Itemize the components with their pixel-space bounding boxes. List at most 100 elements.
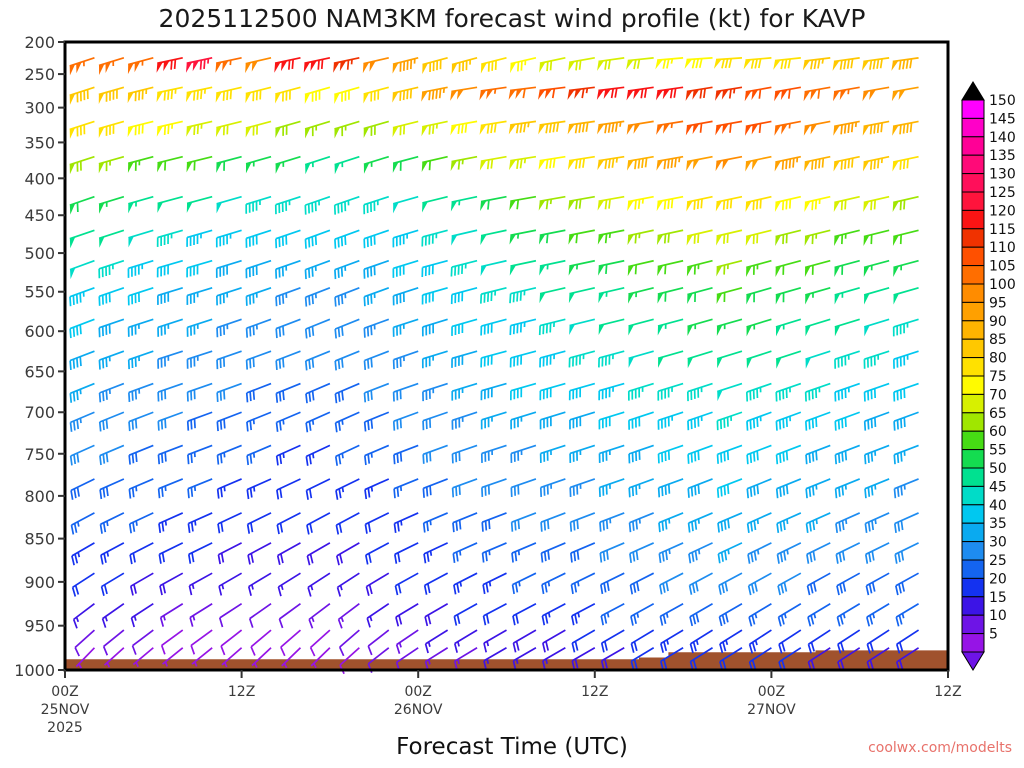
wind-barb bbox=[599, 512, 625, 532]
wind-barb bbox=[127, 350, 154, 370]
wind-barb bbox=[628, 318, 654, 336]
colorbar-tick-label: 105 bbox=[989, 259, 1016, 275]
wind-barb bbox=[70, 512, 95, 535]
wind-barb bbox=[186, 155, 213, 173]
wind-barb bbox=[598, 259, 625, 276]
colorbar-bottom-arrow bbox=[961, 651, 985, 671]
y-tick-label: 250 bbox=[24, 65, 55, 84]
wind-barb bbox=[626, 155, 654, 171]
wind-barb bbox=[277, 572, 301, 597]
wind-barb bbox=[571, 647, 596, 671]
wind-barb bbox=[276, 478, 301, 500]
colorbar-tick-label: 40 bbox=[989, 498, 1007, 514]
wind-barb bbox=[128, 478, 154, 499]
wind-barb bbox=[864, 318, 890, 337]
colorbar-tick-label: 90 bbox=[989, 314, 1007, 330]
colorbar-tick-label: 55 bbox=[989, 443, 1007, 459]
colorbar-swatch bbox=[961, 246, 985, 267]
wind-barb bbox=[98, 287, 125, 306]
wind-barb bbox=[275, 259, 301, 279]
y-tick-label: 400 bbox=[24, 169, 55, 188]
wind-barb bbox=[185, 86, 213, 103]
y-tick-label: 200 bbox=[24, 33, 55, 52]
wind-barb bbox=[481, 512, 507, 532]
colorbar-tick-label: 5 bbox=[989, 627, 998, 643]
wind-barb bbox=[512, 602, 537, 626]
wind-barb bbox=[246, 411, 272, 432]
wind-barb bbox=[803, 86, 831, 102]
colorbar-tick-label: 110 bbox=[989, 240, 1016, 256]
y-tick-label: 500 bbox=[24, 244, 55, 263]
colorbar-swatch bbox=[961, 117, 985, 138]
wind-barb bbox=[69, 444, 95, 466]
colorbar-tick-label: 75 bbox=[989, 369, 1007, 385]
colorbar-tick-label: 35 bbox=[989, 516, 1007, 532]
colorbar-tick-label: 125 bbox=[989, 185, 1016, 201]
colorbar-swatch bbox=[961, 577, 985, 598]
colorbar-swatch bbox=[961, 504, 985, 524]
colorbar-tick-label: 50 bbox=[989, 461, 1007, 477]
plot-background bbox=[65, 42, 948, 670]
wind-barb bbox=[98, 229, 125, 248]
wind-barb bbox=[363, 382, 390, 403]
wind-barb bbox=[834, 478, 861, 499]
colorbar-legend: 1501451401351301251201151101051009590858… bbox=[961, 81, 1016, 671]
wind-barb bbox=[274, 195, 301, 215]
wind-barb bbox=[567, 86, 595, 100]
colorbar-tick-label: 80 bbox=[989, 351, 1007, 367]
wind-barb bbox=[304, 195, 331, 215]
wind-barb bbox=[833, 195, 860, 212]
wind-barb bbox=[598, 444, 625, 463]
wind-barb bbox=[452, 512, 478, 533]
wind-barb bbox=[893, 478, 919, 499]
wind-barb bbox=[482, 602, 507, 626]
wind-barb bbox=[715, 155, 743, 172]
wind-barb bbox=[836, 572, 861, 596]
wind-barb bbox=[127, 57, 154, 75]
wind-barb bbox=[220, 629, 243, 656]
wind-barb bbox=[713, 56, 743, 69]
colorbar-tick-label: 20 bbox=[989, 571, 1007, 587]
wind-barb bbox=[746, 411, 772, 431]
wind-barb bbox=[836, 602, 861, 627]
wind-barb bbox=[656, 120, 684, 135]
wind-barb bbox=[480, 229, 507, 246]
wind-barb bbox=[480, 350, 507, 368]
wind-barb bbox=[569, 318, 596, 336]
wind-barb bbox=[895, 572, 919, 596]
wind-barb bbox=[892, 155, 919, 172]
wind-barb bbox=[333, 57, 360, 73]
wind-barb bbox=[69, 411, 95, 432]
wind-barb bbox=[157, 444, 184, 465]
wind-barb bbox=[451, 229, 478, 246]
colorbar-tick-label: 10 bbox=[989, 608, 1007, 624]
wind-barb bbox=[98, 86, 125, 104]
wind-barb bbox=[774, 86, 801, 102]
wind-barb bbox=[512, 629, 537, 653]
wind-barb bbox=[395, 629, 419, 654]
wind-barb bbox=[863, 195, 890, 212]
wind-barb bbox=[156, 259, 183, 278]
wind-barb bbox=[185, 57, 213, 73]
wind-barb bbox=[803, 120, 831, 136]
wind-barb bbox=[598, 411, 625, 430]
wind-barb bbox=[716, 318, 743, 336]
wind-barb bbox=[248, 603, 272, 628]
colorbar-tick-label: 45 bbox=[989, 479, 1007, 495]
wind-barb bbox=[129, 572, 154, 596]
wind-barb bbox=[567, 120, 595, 135]
colorbar-swatch bbox=[961, 265, 985, 285]
wind-barb bbox=[392, 287, 419, 306]
wind-barb bbox=[451, 411, 478, 430]
wind-barb bbox=[334, 411, 360, 433]
wind-barb bbox=[628, 444, 654, 464]
x-tick-date: 27NOV bbox=[747, 702, 796, 718]
wind-barb bbox=[306, 512, 331, 535]
wind-barb bbox=[571, 602, 596, 626]
wind-barb bbox=[335, 512, 360, 535]
wind-barb bbox=[75, 647, 96, 669]
wind-barb bbox=[303, 57, 331, 73]
colorbar-swatch bbox=[961, 191, 985, 211]
wind-barb bbox=[245, 382, 272, 403]
wind-barb bbox=[423, 572, 449, 595]
